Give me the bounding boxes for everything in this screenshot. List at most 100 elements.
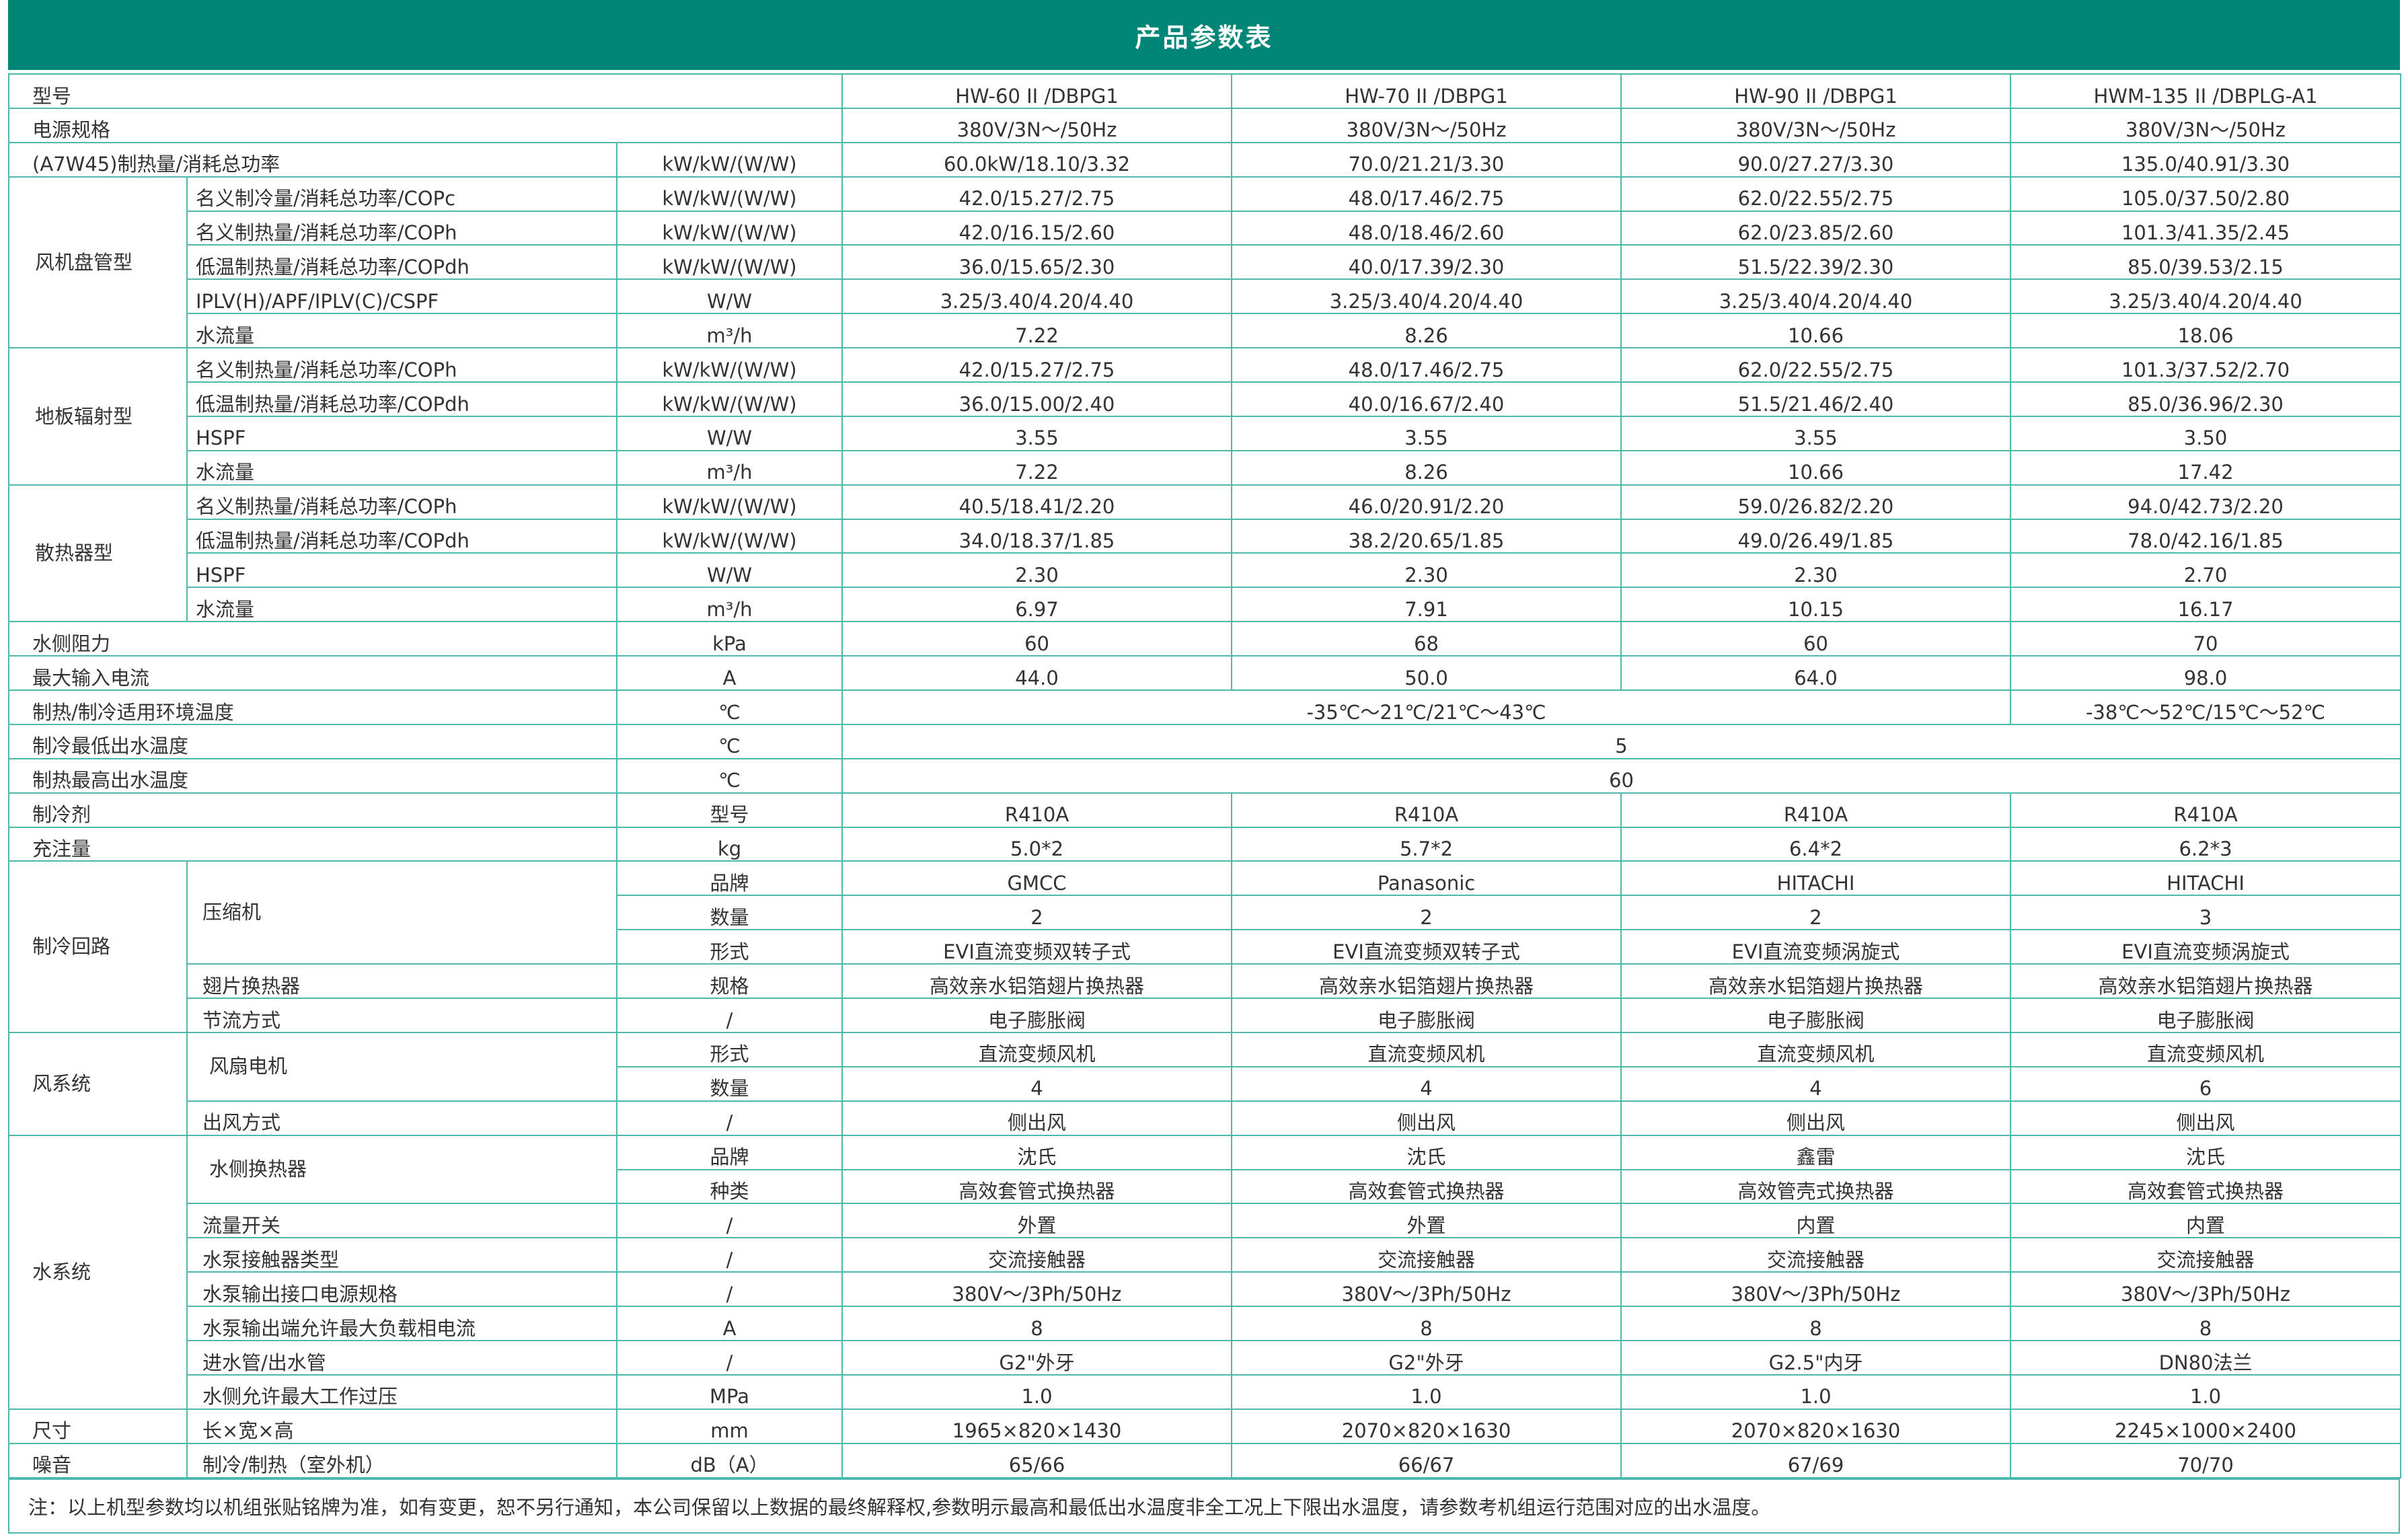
unit-cell: kW/kW/(W/W) — [615, 484, 843, 520]
value-cell: 66/67 — [1231, 1442, 1622, 1478]
value-cell: 78.0/42.16/1.85 — [2010, 518, 2402, 554]
row-label: 翅片换热器 — [186, 963, 617, 1000]
row-label: 水流量 — [186, 449, 617, 486]
row-label: 长×宽×高 — [186, 1408, 617, 1444]
unit-cell: / — [615, 998, 843, 1033]
value-cell: 3.55 — [1620, 415, 2012, 451]
value-cell: 外置 — [1231, 1203, 1622, 1239]
value-cell: 1.0 — [841, 1374, 1233, 1410]
unit-cell: 品牌 — [615, 1134, 843, 1170]
value-cell: Panasonic — [1231, 860, 1622, 897]
row-label: HSPF — [186, 415, 617, 451]
row-label: 出风方式 — [186, 1100, 617, 1136]
value-cell: 10.66 — [1620, 313, 2012, 349]
row-label: 水泵接触器类型 — [186, 1237, 617, 1273]
value-cell: 侧出风 — [841, 1100, 1233, 1136]
circuit-row: 数量 2 2 2 3 — [9, 895, 2402, 931]
value-cell: 380V～/3Ph/50Hz — [1231, 1271, 1622, 1308]
model-row: 型号 HW-60 II /DBPG1 HW-70 II /DBPG1 HW-90 II… — [7, 73, 2402, 109]
value-cell: 36.0/15.00/2.40 — [841, 381, 1233, 417]
spec-table: 型号 HW-60 II /DBPG1 HW-70 II /DBPG1 HW-90 II… — [7, 73, 2402, 1478]
row-label: 最大输入电流 — [8, 655, 617, 691]
value-cell: 高效亲水铝箔翅片换热器 — [841, 963, 1233, 1000]
row-label: 水泵输出端允许最大负载相电流 — [186, 1306, 617, 1341]
unit-cell: / — [615, 1203, 843, 1239]
unit-cell: / — [615, 1339, 843, 1376]
value-cell: 60.0kW/18.10/3.32 — [841, 141, 1233, 178]
unit-cell: A — [615, 655, 843, 691]
value-cell: 7.91 — [1231, 587, 1622, 623]
row-label: 水流量 — [186, 587, 617, 623]
value-cell: 60 — [841, 621, 1233, 657]
group-label: 水系统 — [8, 1134, 188, 1410]
value-cell: 3.25/3.40/4.20/4.40 — [2010, 278, 2402, 315]
water-row: 水泵输出端允许最大负载相电流 A 8 8 8 8 — [9, 1306, 2402, 1341]
value-cell: 6.2*3 — [2010, 826, 2402, 862]
value-cell: 380V/3N～/50Hz — [1231, 107, 1622, 143]
water-row: 水泵输出接口电源规格/380V～/3Ph/50Hz 380V～/3Ph/50Hz 3… — [9, 1271, 2402, 1308]
unit-cell: kW/kW/(W/W) — [615, 347, 843, 383]
unit-cell: / — [615, 1271, 843, 1308]
circuit-row: 节流方式 / 电子膨胀阀 电子膨胀阀 电子膨胀阀 电子膨胀阀 — [9, 998, 2402, 1033]
value-cell: 90.0/27.27/3.30 — [1620, 141, 2012, 178]
value-cell: 高效亲水铝箔翅片换热器 — [1231, 963, 1622, 1000]
value-cell: 48.0/18.46/2.60 — [1231, 210, 1622, 246]
value-cell: 5.7*2 — [1231, 826, 1622, 862]
value-cell: R410A — [841, 792, 1233, 828]
group-row: 低温制热量/消耗总功率/COPdh kW/kW/(W/W) 36.0/15.65/2… — [9, 244, 2402, 280]
value-cell: DN80法兰 — [2010, 1339, 2402, 1376]
value-cell: 2.30 — [1231, 552, 1622, 589]
row-label: 名义制热量/消耗总功率/COPh — [186, 484, 617, 520]
value-cell: 85.0/36.96/2.30 — [2010, 381, 2402, 417]
value-cell: G2"外牙 — [841, 1339, 1233, 1376]
value-cell: 2245×1000×2400 — [2010, 1408, 2402, 1444]
value-cell: 50.0 — [1231, 655, 1622, 691]
value-cell: 交流接触器 — [2010, 1237, 2402, 1273]
value-cell: 1965×820×1430 — [841, 1408, 1233, 1444]
row-label: 低温制热量/消耗总功率/COPdh — [186, 381, 617, 417]
noise-row: 噪音 制冷/制热（室外机） dB（A） 65/66 66/67 67/69 70/70 — [8, 1442, 2402, 1478]
value-cell: 34.0/18.37/1.85 — [841, 518, 1233, 554]
row-label: 低温制热量/消耗总功率/COPdh — [186, 244, 617, 280]
value-cell: R410A — [1231, 792, 1622, 828]
value-cell: 6.4*2 — [1620, 826, 2012, 862]
unit-cell: W/W — [615, 415, 843, 451]
water-row: 水泵接触器类型 / 交流接触器 交流接触器 交流接触器 交流接触器 — [9, 1237, 2402, 1273]
value-cell: 沈氏 — [841, 1134, 1233, 1170]
row-label: 名义制冷量/消耗总功率/COPc — [186, 176, 617, 212]
value-cell: 10.66 — [1620, 449, 2012, 486]
value-cell: 8 — [2010, 1306, 2402, 1341]
value-cell: 68 — [1231, 621, 1622, 657]
value-cell: 101.3/41.35/2.45 — [2010, 210, 2402, 246]
value-cell: 49.0/26.49/1.85 — [1620, 518, 2012, 554]
group-label: 制冷回路 — [8, 860, 188, 1033]
value-cell: 沈氏 — [2010, 1134, 2402, 1170]
value-cell: 40.0/17.39/2.30 — [1231, 244, 1622, 280]
water-row: 水侧允许最大工作过压 MPa 1.0 1.0 1.0 1.0 — [9, 1374, 2402, 1410]
value-cell: 电子膨胀阀 — [1231, 998, 1622, 1033]
unit-cell: kW/kW/(W/W) — [615, 381, 843, 417]
group-row: 水流量 m³/h 7.22 8.26 10.66 18.06 — [9, 313, 2402, 349]
row-label: 流量开关 — [186, 1203, 617, 1239]
model-header: HW-70 II /DBPG1 — [1231, 73, 1622, 109]
unit-cell: 种类 — [615, 1168, 843, 1205]
value-cell: 内置 — [1620, 1203, 2012, 1239]
value-cell: G2.5"内牙 — [1620, 1339, 2012, 1376]
row-label: 节流方式 — [186, 998, 617, 1033]
unit-cell: 形式 — [615, 1031, 843, 1067]
value-cell: 8.26 — [1231, 313, 1622, 349]
value-cell: 高效套管式换热器 — [841, 1168, 1233, 1205]
group-row: IPLV(H)/APF/IPLV(C)/CSPF W/W 3.25/3.40/4.2… — [9, 278, 2402, 315]
row-label: 噪音 — [8, 1442, 188, 1478]
value-cell: 67/69 — [1620, 1442, 2012, 1478]
footnote: 注：以上机型参数均以机组张贴铭牌为准，如有变更，恕不另行通知，本公司保留以上数据… — [8, 1478, 2400, 1534]
row-label: 充注量 — [8, 826, 617, 862]
group-row: 风机盘管型 名义制冷量/消耗总功率/COPc kW/kW/(W/W) 42.0/15.… — [8, 176, 2402, 349]
value-cell: R410A — [2010, 792, 2402, 828]
value-cell: 直流变频风机 — [1231, 1031, 1622, 1067]
value-cell: 3 — [2010, 895, 2402, 931]
unit-cell: ℃ — [615, 689, 843, 725]
water_resistance-row: 水侧阻力 kPa 60 68 60 70 — [8, 621, 2402, 657]
value-cell: 42.0/15.27/2.75 — [841, 347, 1233, 383]
value-cell: 65/66 — [841, 1442, 1233, 1478]
